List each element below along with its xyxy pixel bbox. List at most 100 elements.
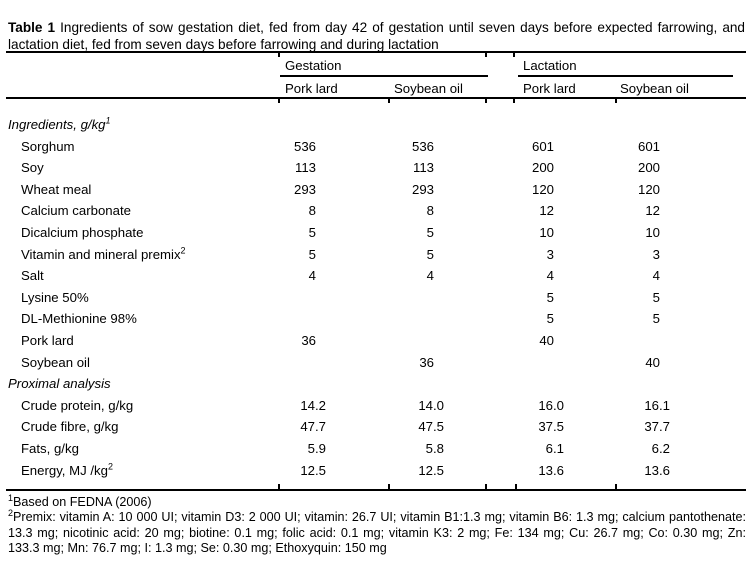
cell-border-tick	[278, 51, 280, 57]
table-row: Sorghum 536 536 601 601	[0, 136, 753, 158]
superscript-marker: 2	[180, 245, 186, 256]
table-row: Crude protein, g/kg 14.2 14.0 16.0 16.1	[0, 395, 753, 417]
cell-value: 13.6	[644, 462, 670, 478]
row-label: Soybean oil	[21, 354, 90, 370]
cell-value: 8	[308, 203, 316, 219]
row-label: Pork lard	[21, 332, 74, 348]
group-header-lactation: Lactation	[523, 58, 577, 73]
section-header-label: Proximal analysis	[8, 376, 111, 392]
table-bottom-rule	[6, 489, 746, 491]
cell-value: 37.7	[644, 419, 670, 435]
table-row: Dicalcium phosphate 5 5 10 10	[0, 222, 753, 244]
table-row: Wheat meal 293 293 120 120	[0, 179, 753, 201]
cell-value: 120	[637, 181, 660, 197]
cell-border-tick	[388, 97, 390, 103]
cell-value: 601	[637, 138, 660, 154]
table-row: Salt 4 4 4 4	[0, 265, 753, 287]
cell-value: 47.5	[418, 419, 444, 435]
cell-border-tick	[485, 484, 487, 490]
column-header-gestation-pork-lard: Pork lard	[285, 81, 338, 96]
cell-value: 16.0	[538, 397, 564, 413]
table-row: Soybean oil 36 40	[0, 352, 753, 374]
cell-value: 601	[531, 138, 554, 154]
cell-value: 4	[308, 268, 316, 284]
table-row: Lysine 50% 5 5	[0, 287, 753, 309]
cell-value: 4	[652, 268, 660, 284]
cell-value: 120	[531, 181, 554, 197]
cell-value: 3	[546, 246, 554, 262]
cell-value: 14.2	[300, 397, 326, 413]
table-row: Energy, MJ /kg2 12.5 12.5 13.6 13.6	[0, 460, 753, 482]
table-row: Calcium carbonate 8 8 12 12	[0, 200, 753, 222]
cell-value: 200	[637, 160, 660, 176]
table-row: DL-Methionine 98% 5 5	[0, 308, 753, 330]
cell-value: 5	[426, 224, 434, 240]
cell-value: 6.1	[545, 440, 564, 456]
section-header-row: Ingredients, g/kg1	[0, 114, 753, 136]
header-bottom-rule	[6, 97, 746, 99]
section-header-label: Ingredients, g/kg1	[8, 115, 111, 132]
cell-value: 36	[419, 354, 434, 370]
cell-value: 5	[652, 311, 660, 327]
table-row: Fats, g/kg 5.9 5.8 6.1 6.2	[0, 438, 753, 460]
cell-value: 536	[411, 138, 434, 154]
row-label: Fats, g/kg	[21, 440, 79, 456]
cell-value: 113	[412, 160, 434, 176]
cell-border-tick	[515, 484, 517, 490]
cell-value: 13.6	[538, 462, 564, 478]
row-label: Lysine 50%	[21, 289, 89, 305]
row-label: Crude fibre, g/kg	[21, 419, 119, 435]
cell-value: 4	[426, 268, 434, 284]
column-header-lactation-pork-lard: Pork lard	[523, 81, 576, 96]
cell-value: 4	[546, 268, 554, 284]
cell-value: 5.9	[307, 440, 326, 456]
cell-value: 40	[645, 354, 660, 370]
cell-value: 5	[308, 246, 316, 262]
cell-border-tick	[615, 97, 617, 103]
cell-value: 5	[652, 289, 660, 305]
table-row: Vitamin and mineral premix2 5 5 3 3	[0, 244, 753, 266]
cell-value: 40	[539, 332, 554, 348]
cell-value: 536	[293, 138, 316, 154]
row-label: Soy	[21, 160, 44, 176]
cell-value: 5	[308, 224, 316, 240]
cell-value: 10	[645, 224, 660, 240]
table-row: Crude fibre, g/kg 47.7 47.5 37.5 37.7	[0, 416, 753, 438]
cell-border-tick	[485, 51, 487, 57]
cell-value: 5	[546, 311, 554, 327]
table-top-rule	[6, 51, 746, 53]
cell-value: 12	[645, 203, 660, 219]
cell-value: 200	[531, 160, 554, 176]
cell-value: 5	[426, 246, 434, 262]
cell-border-tick	[278, 484, 280, 490]
superscript-marker: 2	[107, 461, 113, 472]
cell-value: 5	[546, 289, 554, 305]
footnote-marker: 2	[8, 508, 14, 519]
cell-value: 16.1	[644, 397, 670, 413]
cell-value: 36	[301, 332, 316, 348]
cell-value: 293	[293, 181, 316, 197]
cell-value: 6.2	[651, 440, 670, 456]
cell-border-tick	[388, 484, 390, 490]
row-label: Vitamin and mineral premix2	[21, 245, 186, 262]
cell-value: 113	[294, 160, 316, 176]
cell-value: 10	[539, 224, 554, 240]
section-header-row: Proximal analysis	[0, 373, 753, 395]
row-label: Dicalcium phosphate	[21, 224, 144, 240]
table-row: Pork lard 36 40	[0, 330, 753, 352]
row-label: Sorghum	[21, 138, 75, 154]
cell-value: 47.7	[300, 419, 326, 435]
table-row: Soy 113 113 200 200	[0, 157, 753, 179]
row-label: Salt	[21, 268, 44, 284]
caption-label: Table 1	[8, 19, 56, 35]
gestation-underline	[280, 75, 488, 77]
row-label: Energy, MJ /kg2	[21, 461, 113, 478]
cell-value: 8	[426, 203, 434, 219]
cell-value: 12.5	[418, 462, 444, 478]
lactation-underline	[518, 75, 733, 77]
cell-value: 5.8	[425, 440, 444, 456]
cell-value: 12	[539, 203, 554, 219]
table-caption: Table 1 Ingredients of sow gestation die…	[8, 19, 745, 54]
footnote: 2Premix: vitamin A: 10 000 UI; vitamin D…	[8, 508, 746, 555]
